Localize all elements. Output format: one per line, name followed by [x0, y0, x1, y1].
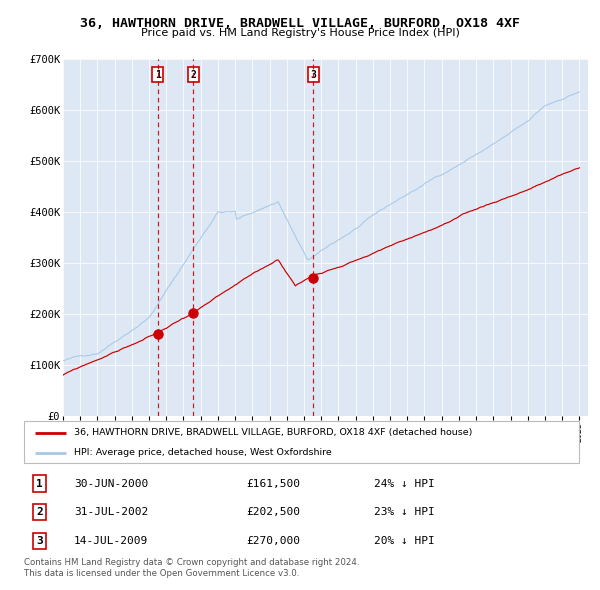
Text: 23% ↓ HPI: 23% ↓ HPI [374, 507, 434, 517]
Text: Contains HM Land Registry data © Crown copyright and database right 2024.: Contains HM Land Registry data © Crown c… [24, 558, 359, 566]
Text: 36, HAWTHORN DRIVE, BRADWELL VILLAGE, BURFORD, OX18 4XF (detached house): 36, HAWTHORN DRIVE, BRADWELL VILLAGE, BU… [74, 428, 472, 437]
Text: HPI: Average price, detached house, West Oxfordshire: HPI: Average price, detached house, West… [74, 448, 332, 457]
Text: 2: 2 [191, 70, 196, 80]
Text: £161,500: £161,500 [246, 478, 300, 489]
Text: 31-JUL-2002: 31-JUL-2002 [74, 507, 148, 517]
Text: 3: 3 [36, 536, 43, 546]
Text: 14-JUL-2009: 14-JUL-2009 [74, 536, 148, 546]
Text: 1: 1 [36, 478, 43, 489]
Text: £270,000: £270,000 [246, 536, 300, 546]
Text: 3: 3 [310, 70, 316, 80]
Text: 24% ↓ HPI: 24% ↓ HPI [374, 478, 434, 489]
FancyBboxPatch shape [24, 421, 579, 463]
Text: £202,500: £202,500 [246, 507, 300, 517]
Text: 2: 2 [36, 507, 43, 517]
Text: 20% ↓ HPI: 20% ↓ HPI [374, 536, 434, 546]
Text: 1: 1 [155, 70, 161, 80]
Text: This data is licensed under the Open Government Licence v3.0.: This data is licensed under the Open Gov… [24, 569, 299, 578]
Text: Price paid vs. HM Land Registry's House Price Index (HPI): Price paid vs. HM Land Registry's House … [140, 28, 460, 38]
Text: 36, HAWTHORN DRIVE, BRADWELL VILLAGE, BURFORD, OX18 4XF: 36, HAWTHORN DRIVE, BRADWELL VILLAGE, BU… [80, 17, 520, 30]
Text: 30-JUN-2000: 30-JUN-2000 [74, 478, 148, 489]
